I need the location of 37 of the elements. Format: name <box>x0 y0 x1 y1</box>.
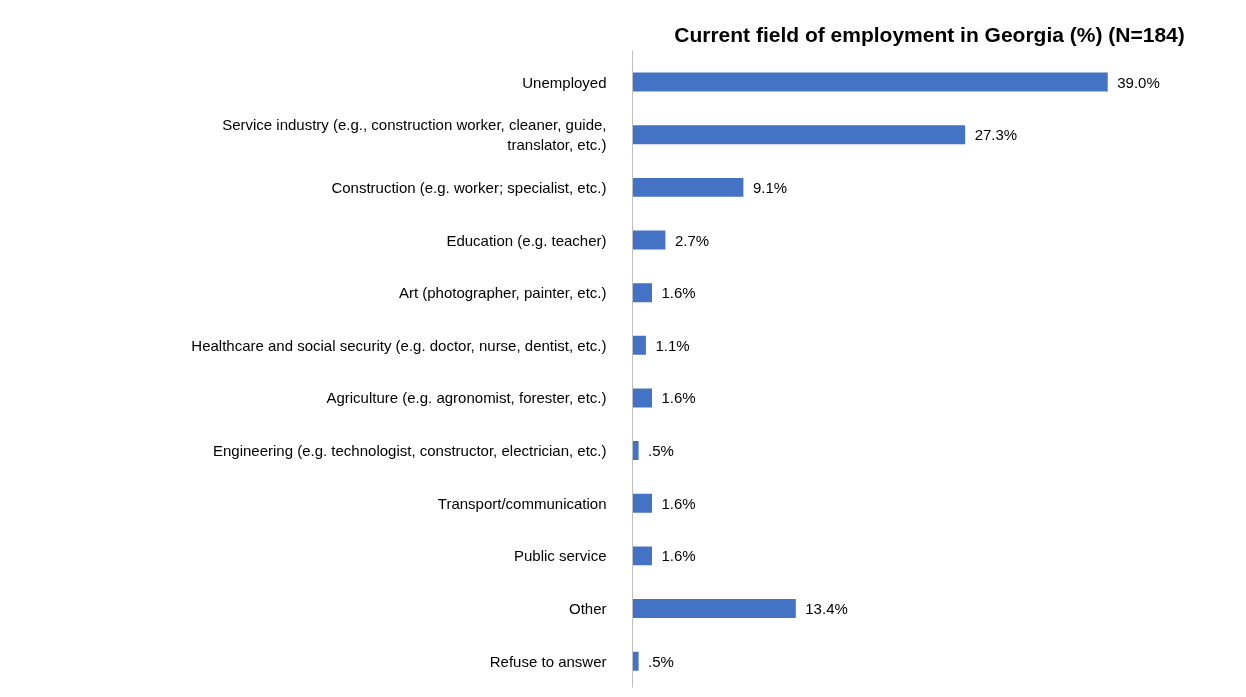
bar <box>632 599 796 619</box>
bar <box>632 177 744 197</box>
data-label: .5% <box>648 652 674 670</box>
data-label: 9.1% <box>752 178 788 196</box>
y-tick-label: Unemployed <box>522 73 607 91</box>
y-tick-label: Refuse to answer <box>489 652 607 670</box>
y-tick-label: Transport/communication <box>437 494 607 512</box>
y-tick-label: Service industry (e.g., construction worker, cleaner, guide, translator, etc.) <box>222 116 607 154</box>
y-tick-label: Public service <box>513 547 607 565</box>
y-tick-label: Other <box>568 600 607 618</box>
data-label: 13.4% <box>805 600 848 618</box>
bar <box>632 493 652 513</box>
data-label: 1.6% <box>661 547 696 565</box>
bar <box>632 283 652 303</box>
chart-title: Current field of employment in Georgia (%) (N=184) <box>674 22 1185 46</box>
bar <box>632 125 966 145</box>
bar <box>632 230 666 250</box>
y-tick-label: Engineering (e.g. technologist, constructor, electrician, etc.) <box>212 442 607 460</box>
bar <box>632 441 639 461</box>
data-label: 2.7% <box>674 231 710 249</box>
data-label: 1.6% <box>661 284 696 302</box>
bar <box>632 388 652 408</box>
y-tick-label: Construction (e.g. worker; specialist, etc.) <box>331 178 607 196</box>
data-label: 1.6% <box>661 389 696 407</box>
data-label: .5% <box>648 442 674 460</box>
y-tick-label: Art (photographer, painter, etc.) <box>398 284 607 302</box>
y-tick-label: Healthcare and social security (e.g. doctor, nurse, dentist, etc.) <box>191 336 607 354</box>
bar <box>632 546 652 566</box>
data-label: 1.1% <box>655 336 690 354</box>
data-label: 39.0% <box>1117 73 1160 91</box>
bar <box>632 335 646 355</box>
bar <box>632 72 1108 92</box>
bar <box>632 651 639 671</box>
data-label: 27.3% <box>974 126 1018 144</box>
data-label: 1.6% <box>661 494 696 512</box>
y-tick-label: Agriculture (e.g. agronomist, forester, etc.) <box>326 389 607 407</box>
y-tick-label: Education (e.g. teacher) <box>446 231 607 249</box>
